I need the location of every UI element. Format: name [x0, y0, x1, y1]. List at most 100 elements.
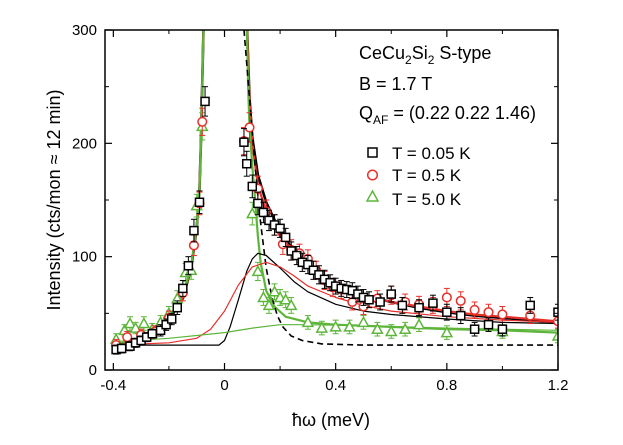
- data-point-triangle: [257, 289, 270, 306]
- marker-triangle: [440, 326, 454, 338]
- marker-triangle: [268, 285, 281, 297]
- y-tick-label: 100: [72, 249, 97, 266]
- data-point-triangle: [123, 316, 137, 331]
- x-tick-label: 0.8: [436, 377, 457, 394]
- marker-square: [178, 283, 188, 294]
- marker-square: [247, 181, 258, 192]
- data-point-circle: [455, 291, 466, 311]
- data-point-square: [397, 296, 408, 314]
- y-axis-label: Intensity (cts/mon ≈ 12 min): [44, 90, 64, 311]
- data-point-square: [553, 303, 558, 321]
- data-point-triangle: [329, 319, 342, 335]
- data-point-circle: [244, 112, 255, 143]
- marker-circle: [497, 309, 508, 320]
- marker-square: [428, 298, 438, 308]
- marker-triangle: [384, 324, 398, 337]
- legend-marker-triangle: [365, 189, 380, 202]
- data-point-triangle: [279, 291, 292, 309]
- marker-circle: [197, 116, 208, 127]
- legend-marker-circle: [366, 169, 379, 181]
- marker-square: [386, 289, 397, 299]
- marker-square: [497, 324, 508, 334]
- data-point-square: [314, 265, 324, 285]
- marker-square: [239, 137, 249, 147]
- data-point-square: [172, 300, 183, 315]
- marker-square: [483, 319, 494, 330]
- marker-triangle: [551, 329, 558, 341]
- data-point-square: [241, 150, 252, 177]
- marker-square: [189, 225, 199, 236]
- data-point-triangle: [251, 261, 265, 281]
- data-point-circle: [469, 301, 480, 319]
- data-point-square: [194, 190, 205, 215]
- legend-marker-square: [367, 147, 378, 158]
- marker-square: [147, 328, 157, 339]
- data-point-triangle: [551, 328, 558, 344]
- data-point-triangle: [284, 296, 298, 314]
- legend-label-0: T = 0.05 K: [392, 144, 471, 163]
- y-tick-label: 200: [72, 135, 97, 152]
- data-point-triangle: [137, 316, 151, 331]
- marker-triangle: [251, 264, 265, 277]
- data-point-square: [497, 321, 508, 337]
- marker-triangle: [357, 315, 370, 328]
- marker-triangle: [279, 293, 292, 305]
- marker-triangle: [329, 320, 342, 332]
- data-point-square: [364, 291, 374, 309]
- marker-triangle: [398, 322, 412, 334]
- data-point-square: [375, 293, 385, 311]
- annotation-q-vector: QAF = (0.22 0.22 1.46): [359, 103, 536, 127]
- marker-square: [292, 250, 302, 261]
- marker-triangle: [301, 315, 315, 328]
- data-point-square: [483, 317, 494, 332]
- marker-triangle: [371, 322, 384, 334]
- marker-triangle: [123, 316, 137, 329]
- data-point-triangle: [412, 317, 426, 332]
- data-point-triangle: [384, 324, 398, 339]
- quasielastic-0.05K: [243, 30, 558, 346]
- data-point-square: [386, 285, 397, 303]
- data-point-triangle: [268, 283, 281, 301]
- marker-square: [280, 232, 291, 243]
- annotation-compound: CeCu2Si2 S-type: [359, 43, 491, 67]
- data-point-square: [525, 296, 535, 314]
- data-point-circle: [122, 330, 133, 344]
- marker-square: [375, 297, 385, 307]
- data-point-triangle: [357, 315, 370, 330]
- data-point-square: [247, 174, 258, 199]
- inelastic-0.5K: [113, 261, 558, 346]
- marker-circle: [441, 292, 452, 303]
- inelastic-0.05K: [113, 252, 558, 346]
- data-point-triangle: [315, 320, 329, 336]
- data-point-triangle: [440, 325, 454, 340]
- annotation-field: B = 1.7 T: [359, 74, 432, 94]
- marker-circle: [244, 122, 255, 133]
- y-tick-label: 0: [89, 362, 97, 379]
- marker-square: [525, 300, 535, 311]
- marker-square: [172, 302, 183, 313]
- marker-triangle: [137, 316, 151, 329]
- axis-ticks: [105, 29, 559, 371]
- x-tick-label: -0.4: [100, 377, 126, 394]
- marker-square: [258, 207, 269, 218]
- marker-square: [241, 158, 252, 169]
- data-point-square: [147, 328, 157, 339]
- marker-square: [194, 197, 205, 208]
- marker-square: [364, 294, 374, 305]
- data-point-triangle: [301, 315, 315, 330]
- x-tick-label: 1.2: [548, 377, 569, 394]
- data-point-square: [297, 252, 308, 272]
- data-point-square: [183, 256, 194, 276]
- data-point-square: [414, 299, 424, 317]
- marker-square: [183, 260, 194, 271]
- marker-square: [166, 314, 177, 324]
- data-points: [109, 86, 558, 355]
- marker-circle: [455, 295, 466, 306]
- data-point-square: [442, 303, 452, 321]
- marker-triangle: [262, 298, 276, 311]
- marker-triangle: [315, 321, 329, 333]
- marker-circle: [122, 332, 133, 343]
- data-point-triangle: [398, 321, 412, 337]
